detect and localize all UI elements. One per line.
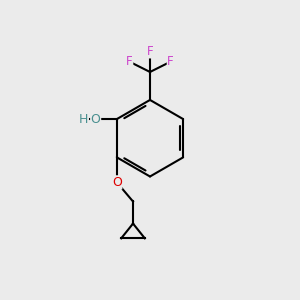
Text: F: F (147, 45, 153, 58)
Text: F: F (126, 55, 133, 68)
Text: O: O (91, 112, 100, 126)
Text: O: O (112, 176, 122, 189)
Text: F: F (167, 55, 174, 68)
Text: H: H (78, 112, 88, 126)
